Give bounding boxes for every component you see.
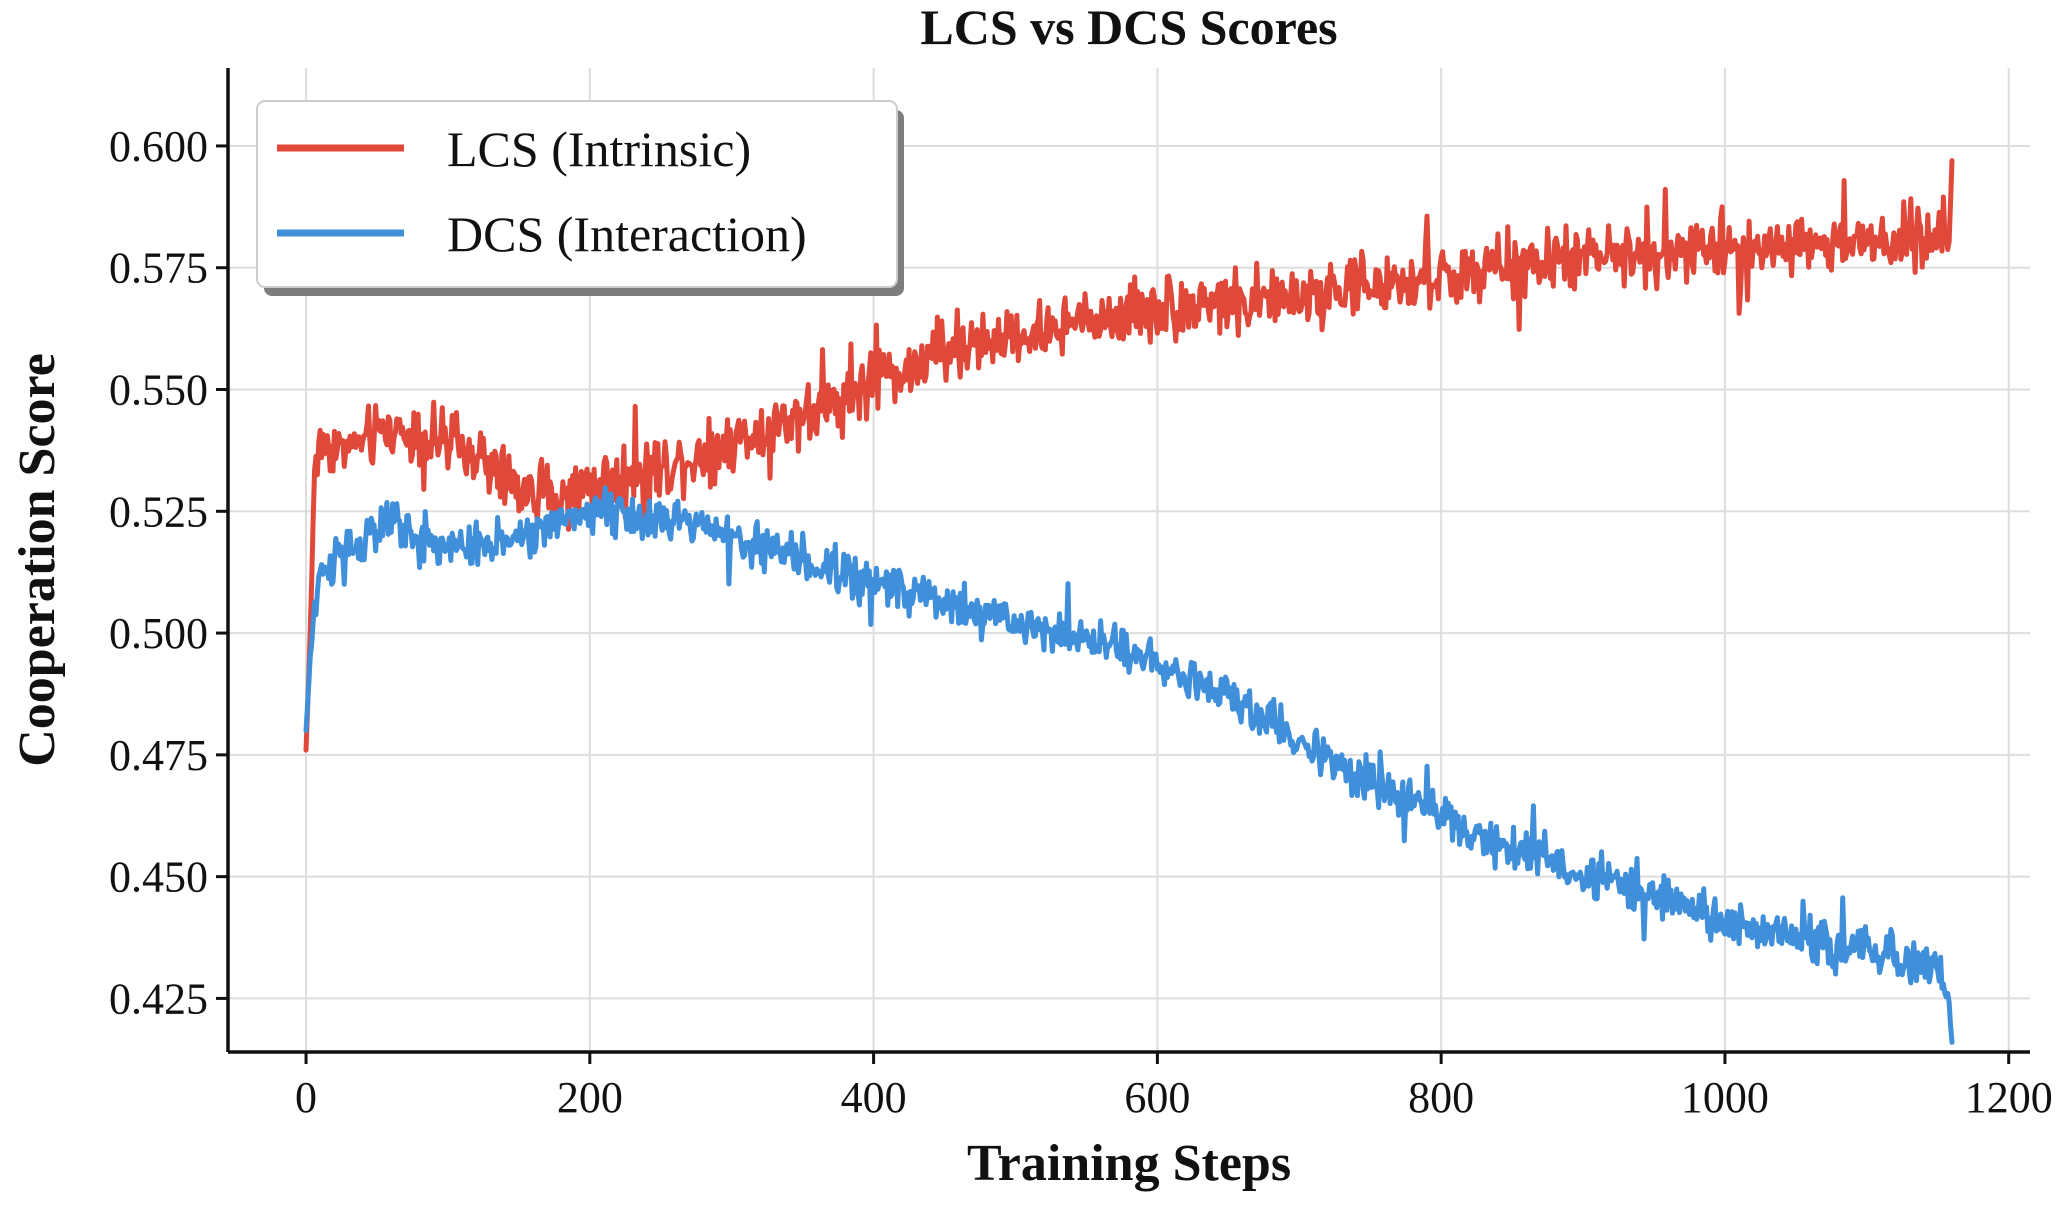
x-tick-label: 600 [1124,1073,1190,1122]
y-tick-label: 0.450 [109,853,208,902]
y-tick-label: 0.500 [109,609,208,658]
y-tick-label: 0.525 [109,487,208,536]
series-line-dcs [303,485,1955,1045]
ticks: 0 200 400 600 800 1000 1200 0.425 0.450 0.475 0.50… [109,122,2053,1122]
y-tick-label: 0.425 [109,974,208,1023]
legend-label-lcs: LCS (Intrinsic) [447,121,751,177]
y-tick-label: 0.475 [109,731,208,780]
x-tick-label: 200 [557,1073,623,1122]
chart-title: LCS vs DCS Scores [920,0,1337,55]
x-tick-label: 800 [1408,1073,1474,1122]
legend-box [256,100,898,288]
legend-label-dcs: DCS (Interaction) [447,206,807,262]
x-tick-label: 0 [295,1073,317,1122]
legend: LCS (Intrinsic) DCS (Interaction) [256,100,904,296]
x-axis-label: Training Steps [967,1135,1291,1192]
series-line-lcs [303,158,1955,753]
y-tick-label: 0.600 [109,122,208,171]
y-tick-label: 0.550 [109,366,208,415]
axes [226,68,2030,1054]
x-tick-label: 1000 [1681,1073,1769,1122]
y-axis-label: Cooperation Score [9,353,66,767]
series-layer [303,158,1955,1045]
y-tick-label: 0.575 [109,244,208,293]
x-tick-label: 1200 [1965,1073,2053,1122]
x-tick-label: 400 [841,1073,907,1122]
